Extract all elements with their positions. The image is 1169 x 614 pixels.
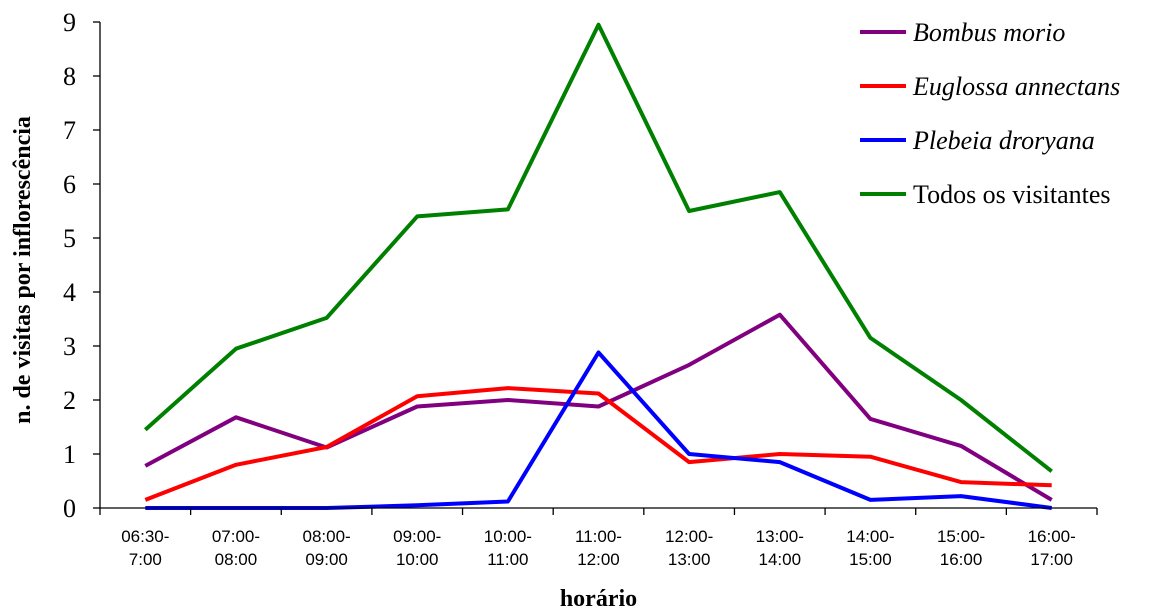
y-tick-label: 4: [63, 278, 76, 307]
x-tick-label: 15:00-16:00: [937, 527, 985, 569]
legend: Bombus morio Euglossa annectans Plebeia dr…: [860, 18, 1120, 209]
series-line-plebeia-droryana: [145, 350, 1052, 510]
y-tick-label: 3: [63, 332, 76, 361]
series-line-todos-os-visitantes: [143, 22, 1053, 473]
x-axis-ticks: 06:30-7:00 07:00-08:00 08:00-09:00 09:00-10…: [99, 508, 1098, 569]
y-axis-ticks: 0 1 2 3 4 5 6 7 8 9: [63, 8, 100, 523]
y-tick-label: 5: [63, 224, 76, 253]
x-tick-label: 14:00-15:00: [846, 527, 894, 569]
x-tick-label: 06:30-7:00: [121, 527, 169, 569]
x-tick-label: 07:00-08:00: [212, 527, 260, 569]
x-tick-label: 16:00-17:00: [1028, 527, 1076, 569]
y-tick-label: 1: [63, 440, 76, 469]
legend-label-euglossa-annectans: Euglossa annectans: [912, 72, 1120, 101]
x-tick-label: 08:00-09:00: [302, 527, 350, 569]
x-tick-label: 12:00-13:00: [665, 527, 713, 569]
y-tick-label: 6: [63, 170, 76, 199]
series-line-bombus-morio: [144, 312, 1053, 502]
y-tick-label: 2: [63, 386, 76, 415]
y-tick-label: 8: [63, 62, 76, 91]
y-tick-label: 7: [63, 116, 76, 145]
series-line-euglossa-annectans: [144, 386, 1052, 502]
legend-label-todos-os-visitantes: Todos os visitantes: [913, 180, 1111, 209]
x-tick-label: 11:00-12:00: [575, 527, 622, 569]
y-axis-label: n. de visitas por inflorescência: [10, 116, 36, 424]
legend-label-bombus-morio: Bombus morio: [913, 18, 1065, 47]
x-axis-label: horário: [560, 586, 637, 612]
x-tick-label: 13:00-14:00: [756, 527, 804, 569]
legend-label-plebeia-droryana: Plebeia droryana: [912, 126, 1095, 155]
x-tick-label: 10:00-11:00: [484, 527, 532, 569]
axes: [99, 22, 1097, 509]
y-tick-label: 9: [63, 8, 76, 37]
x-tick-label: 09:00-10:00: [393, 527, 441, 569]
y-tick-label: 0: [63, 494, 76, 523]
